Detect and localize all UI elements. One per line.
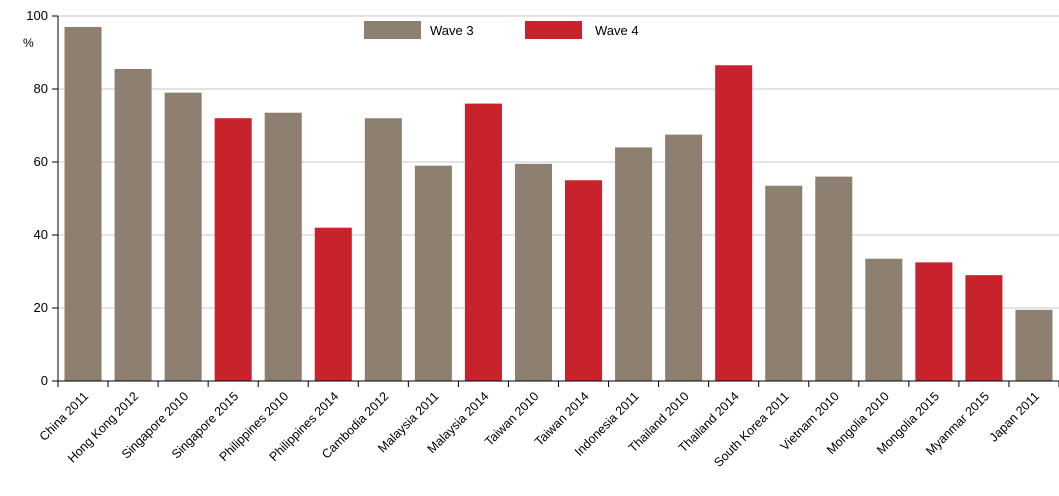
gridlines — [52, 15, 1059, 382]
y-tick-label: 0 — [41, 373, 48, 388]
y-tick-label: 100 — [26, 8, 48, 23]
bar — [214, 118, 252, 381]
bars-group — [64, 26, 1059, 387]
y-tick-label: 80 — [34, 81, 48, 96]
y-tick-labels: 0 20 40 60 80 100 — [26, 8, 48, 388]
bar — [364, 118, 402, 381]
bar — [164, 92, 202, 382]
bar — [815, 176, 853, 381]
bar — [414, 165, 452, 381]
bar — [114, 68, 152, 382]
bar — [665, 134, 703, 381]
y-tick-label: 20 — [34, 300, 48, 315]
bar — [464, 103, 502, 381]
y-tick-label: 60 — [34, 154, 48, 169]
axes-group — [57, 16, 1059, 387]
bar — [865, 258, 903, 381]
x-category-label: Japan 2011 — [987, 389, 1042, 444]
legend-label: Wave 3 — [430, 23, 474, 38]
bar — [965, 275, 1003, 381]
bar — [314, 227, 352, 381]
y-axis-unit-label: % — [23, 36, 34, 50]
bar — [264, 112, 302, 381]
bar — [715, 65, 753, 382]
bar — [615, 147, 653, 381]
x-category-label: China 2011 — [37, 389, 91, 443]
bar — [64, 26, 102, 381]
bar — [514, 163, 552, 381]
legend-swatch — [525, 21, 582, 39]
bar — [1015, 309, 1053, 381]
legend: Wave 3 Wave 4 — [364, 21, 639, 39]
y-tick-label: 40 — [34, 227, 48, 242]
bar — [565, 180, 603, 381]
bar — [765, 185, 803, 381]
legend-label: Wave 4 — [595, 23, 639, 38]
bar — [915, 262, 953, 382]
legend-swatch — [364, 21, 421, 39]
